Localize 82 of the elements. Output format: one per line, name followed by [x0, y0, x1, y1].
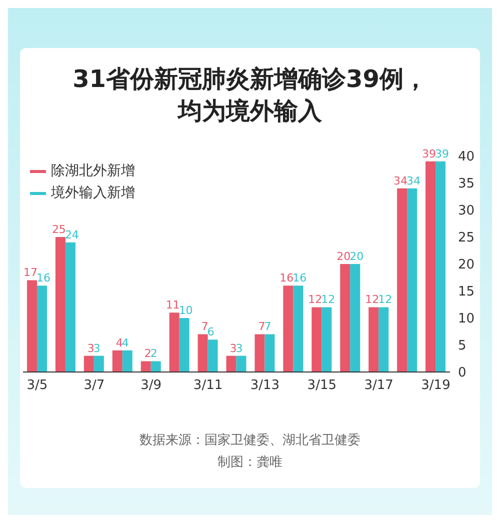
y-tick-label: 30: [458, 204, 475, 219]
data-label: 39: [435, 147, 450, 160]
data-label: 7: [264, 320, 272, 334]
bar: [340, 264, 350, 372]
data-label: 17: [23, 266, 38, 280]
chart-title: 31省份新冠肺炎新增确诊39例，均为境外输入: [72, 64, 428, 127]
bar: [226, 356, 236, 372]
data-label: 4: [122, 336, 129, 350]
bar: [236, 356, 246, 372]
x-tick-label: 3/19: [421, 378, 450, 394]
bar: [378, 307, 389, 372]
data-label: 10: [178, 304, 193, 317]
y-tick-label: 5: [458, 338, 466, 354]
y-tick-label: 20: [458, 258, 475, 273]
bar: [350, 264, 360, 372]
x-tick-label: 3/17: [364, 378, 394, 394]
bar: [169, 312, 180, 372]
data-label: 34: [394, 174, 408, 188]
x-tick-label: 3/7: [84, 378, 105, 394]
x-tick-label: 3/5: [26, 378, 48, 394]
data-label: 3: [93, 342, 100, 355]
data-label: 12: [308, 293, 322, 306]
y-tick-label: 35: [458, 176, 475, 192]
data-label: 16: [36, 272, 50, 285]
bar: [94, 356, 104, 372]
data-label: 4: [116, 336, 123, 350]
bar: [84, 356, 94, 372]
data-label: 39: [422, 147, 436, 160]
bar: [55, 237, 66, 372]
x-tick-label: 3/13: [250, 378, 280, 394]
bar: [208, 340, 218, 372]
bar: [293, 286, 304, 372]
x-tick-label: 3/11: [193, 378, 223, 394]
bar: [140, 361, 151, 372]
bar: [264, 334, 275, 372]
data-label: 7: [258, 320, 266, 334]
bar: [36, 286, 47, 372]
data-label: 34: [406, 174, 421, 188]
data-label: 3: [87, 342, 94, 355]
data-label: 3: [230, 342, 237, 355]
data-label: 12: [378, 293, 392, 306]
data-label: 2: [150, 347, 158, 360]
bar: [65, 242, 76, 372]
y-tick-label: 15: [458, 284, 475, 300]
legend-label: 境外输入新增: [51, 184, 135, 203]
data-label: 20: [350, 250, 364, 263]
bar: [283, 286, 294, 372]
legend-label: 除湖北外新增: [51, 162, 135, 181]
bar: [179, 318, 190, 372]
data-label: 16: [292, 272, 307, 285]
data-label: 7: [201, 320, 208, 334]
y-tick-label: 25: [458, 230, 475, 246]
data-label: 11: [166, 298, 180, 312]
bar: [397, 188, 408, 372]
bar: [426, 161, 436, 372]
data-label: 12: [321, 293, 336, 306]
bar: [122, 350, 132, 372]
bar: [112, 350, 122, 372]
bar: [312, 307, 322, 372]
data-label: 20: [336, 250, 351, 263]
bar: [150, 361, 161, 372]
bar: [407, 188, 418, 372]
bar: [26, 280, 37, 372]
y-tick-label: 0: [458, 366, 466, 381]
y-tick-label: 10: [458, 312, 475, 327]
text: 制图：龚唯: [216, 454, 284, 472]
x-tick-label: 3/15: [307, 378, 336, 394]
data-label: 25: [52, 223, 66, 236]
data-label: 2: [144, 347, 152, 360]
data-label: 6: [207, 326, 214, 339]
bar: [322, 307, 332, 372]
data-label: 24: [64, 228, 79, 242]
y-tick-label: 40: [458, 150, 475, 165]
data-label: 3: [236, 342, 243, 355]
bar: [198, 334, 208, 372]
data-label: 12: [365, 293, 380, 306]
x-tick-label: 3/9: [140, 378, 162, 394]
bar: [368, 307, 379, 372]
bar: [436, 161, 446, 372]
data-label: 16: [280, 272, 294, 285]
bar: [254, 334, 265, 372]
source-note: 数据来源：国家卫健委、湖北省卫健委: [138, 432, 362, 450]
